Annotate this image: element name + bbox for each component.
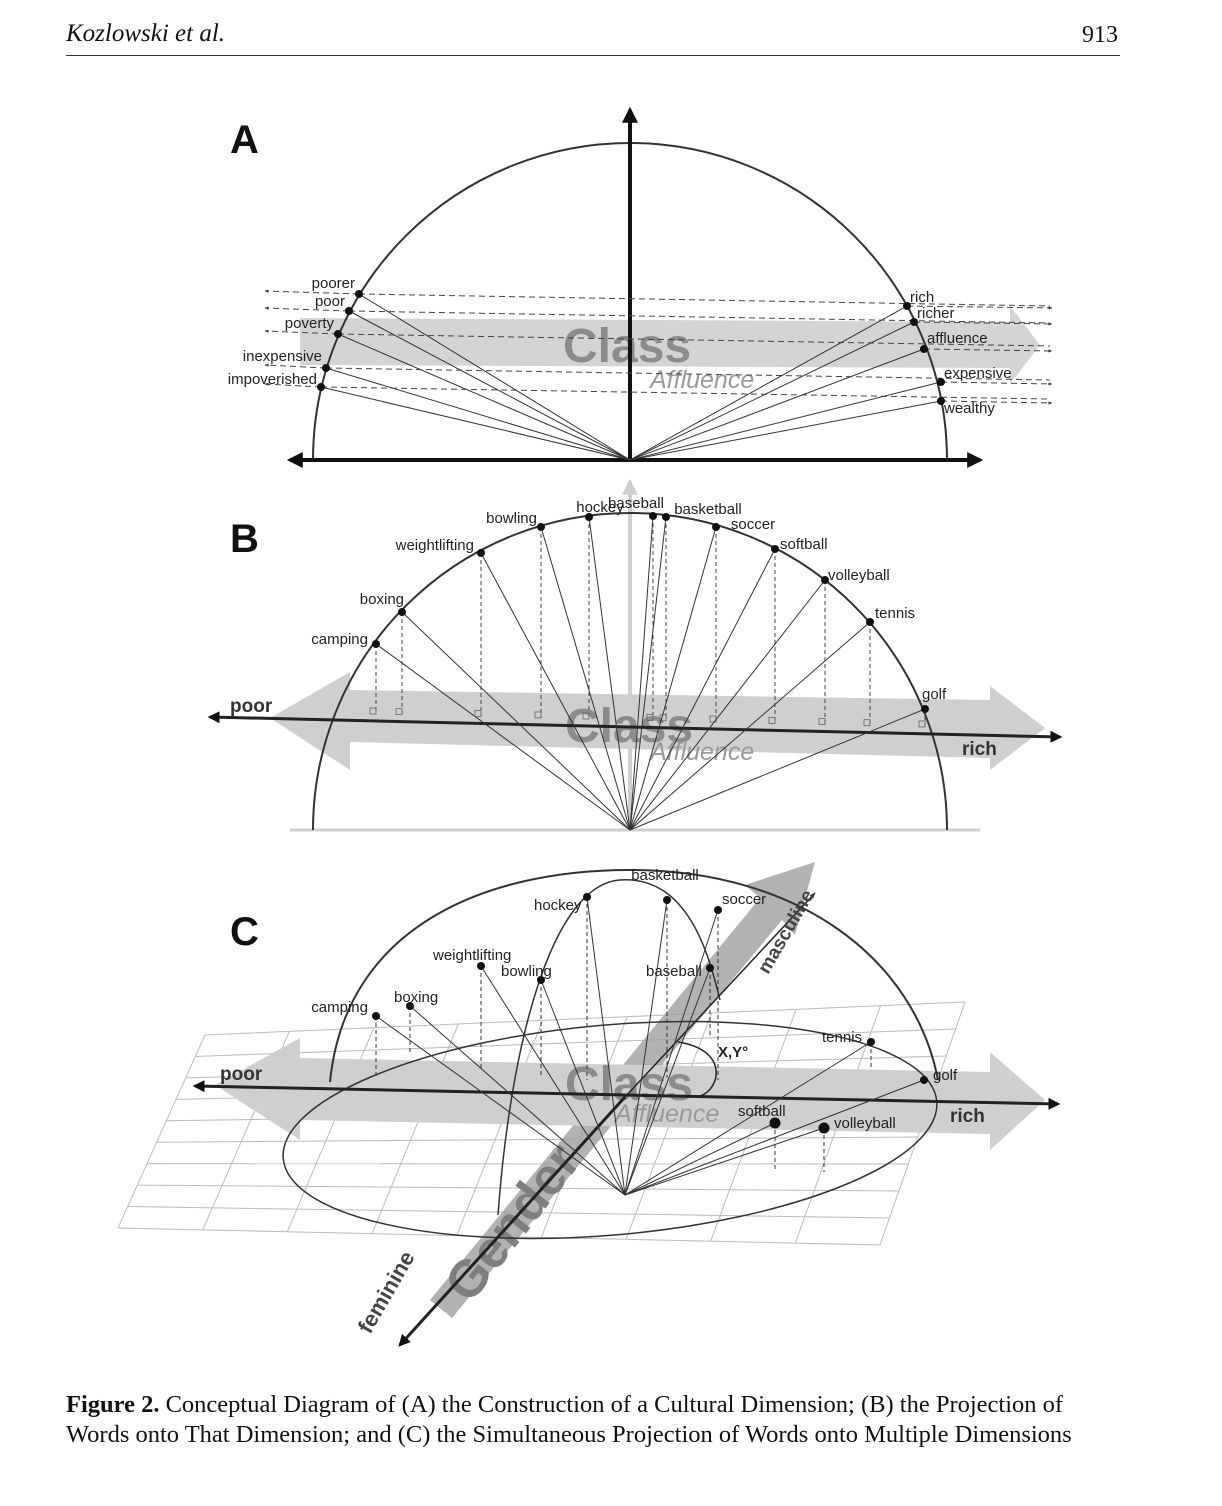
- point-baseball: [706, 964, 714, 972]
- word-poor: poor: [315, 293, 345, 310]
- projection-left-inexpensive: [265, 365, 326, 368]
- point-boxing: [398, 608, 406, 616]
- word-baseball: baseball: [646, 963, 702, 980]
- point-poverty: [334, 330, 342, 338]
- panel-b-affluence-label: Affluence: [648, 738, 754, 766]
- vector-wealthy: [630, 401, 941, 460]
- word-basketball: basketball: [631, 867, 699, 884]
- point-tennis: [867, 1038, 875, 1046]
- word-soccer: soccer: [722, 891, 766, 908]
- point-tennis: [866, 618, 874, 626]
- vector-softball: [630, 549, 775, 830]
- word-poorer: poorer: [312, 275, 355, 292]
- point-camping: [372, 640, 380, 648]
- panel-b-axis-poor-label: poor: [230, 696, 273, 717]
- vector-hockey: [589, 517, 630, 830]
- point-inexpensive: [322, 364, 330, 372]
- word-baseball: baseball: [608, 495, 664, 512]
- word-camping: camping: [311, 631, 368, 648]
- vector-impoverished: [321, 387, 630, 460]
- word-golf: golf: [933, 1067, 958, 1084]
- word-golf: golf: [922, 686, 947, 703]
- figure-caption: Figure 2. Conceptual Diagram of (A) the …: [66, 1390, 1126, 1450]
- point-golf: [921, 705, 929, 713]
- point-soccer: [712, 523, 720, 531]
- panel-c-dome: [330, 870, 938, 1082]
- point-soccer: [714, 906, 722, 914]
- grid-line-v-0: [118, 1035, 205, 1228]
- panel-a-letter: A: [230, 118, 259, 162]
- vector-inexpensive: [326, 368, 630, 460]
- panel-b-letter: B: [230, 517, 259, 561]
- word-soccer: soccer: [731, 516, 775, 533]
- vector-baseball: [630, 516, 653, 830]
- point-basketball: [663, 896, 671, 904]
- word-volleyball: volleyball: [828, 567, 890, 584]
- panel-c-affluence-label: Affluence: [613, 1100, 719, 1128]
- point-weightlifting: [477, 549, 485, 557]
- point-camping: [372, 1012, 380, 1020]
- vector-bowling: [541, 527, 630, 830]
- word-tennis: tennis: [875, 605, 915, 622]
- word-poverty: poverty: [285, 315, 335, 332]
- panel-c-angle-label: X,Y°: [718, 1044, 748, 1061]
- panel-c-gender-axis: [400, 1097, 625, 1345]
- vector-basketball: [630, 517, 666, 830]
- panel-b: B Class Affluence poor rich campingboxin…: [210, 482, 1060, 830]
- point-golf: [920, 1076, 928, 1084]
- point-poor: [345, 307, 353, 315]
- word-camping: camping: [311, 999, 368, 1016]
- word-rich: rich: [910, 289, 934, 306]
- point-baseball: [649, 512, 657, 520]
- word-richer: richer: [917, 305, 955, 322]
- word-boxing: boxing: [394, 989, 438, 1006]
- point-poorer: [355, 290, 363, 298]
- caption-label: Figure 2.: [66, 1391, 159, 1418]
- panel-c-letter: C: [230, 910, 259, 954]
- word-softball: softball: [738, 1103, 786, 1120]
- word-weightlifting: weightlifting: [432, 947, 511, 964]
- point-basketball: [662, 513, 670, 521]
- word-inexpensive: inexpensive: [243, 348, 322, 365]
- panel-c: C Class Affluence Gender X,Y° poor rich …: [118, 862, 1058, 1345]
- word-weightlifting: weightlifting: [395, 537, 474, 554]
- word-bowling: bowling: [486, 510, 537, 527]
- word-expensive: expensive: [944, 365, 1012, 382]
- panel-a-affluence-label: Affluence: [648, 366, 754, 394]
- projection-expensive: [941, 382, 1052, 384]
- word-volleyball: volleyball: [834, 1115, 896, 1132]
- word-tennis: tennis: [822, 1029, 862, 1046]
- word-wealthy: wealthy: [943, 400, 995, 417]
- grid-line-h-5: [157, 1137, 918, 1142]
- word-bowling: bowling: [501, 963, 552, 980]
- panel-c-feminine-label: feminine: [353, 1247, 420, 1338]
- vector-soccer: [630, 527, 716, 830]
- point-bowling: [537, 523, 545, 531]
- caption-text: Conceptual Diagram of (A) the Constructi…: [66, 1391, 1072, 1448]
- word-affluence: affluence: [927, 330, 988, 347]
- panel-c-axis-poor-label: poor: [220, 1064, 263, 1085]
- panel-a: A Class Affluence poorerpoorpovertyinexp…: [228, 110, 1052, 460]
- point-impoverished: [317, 383, 325, 391]
- grid-line-v-3: [372, 1024, 458, 1234]
- word-impoverished: impoverished: [228, 371, 317, 388]
- point-hockey: [583, 893, 591, 901]
- word-hockey: hockey: [534, 897, 582, 914]
- panel-b-axis-rich-label: rich: [962, 739, 997, 760]
- point-volleyball: [819, 1123, 830, 1134]
- word-boxing: boxing: [360, 591, 404, 608]
- vector-poorer: [359, 294, 630, 460]
- point-softball: [771, 545, 779, 553]
- word-softball: softball: [780, 536, 828, 553]
- panel-c-axis-rich-label: rich: [950, 1106, 985, 1127]
- figure-2-diagram: A Class Affluence poorerpoorpovertyinexp…: [0, 0, 1222, 1380]
- vector-weightlifting: [481, 553, 630, 830]
- vector-hockey: [587, 897, 625, 1195]
